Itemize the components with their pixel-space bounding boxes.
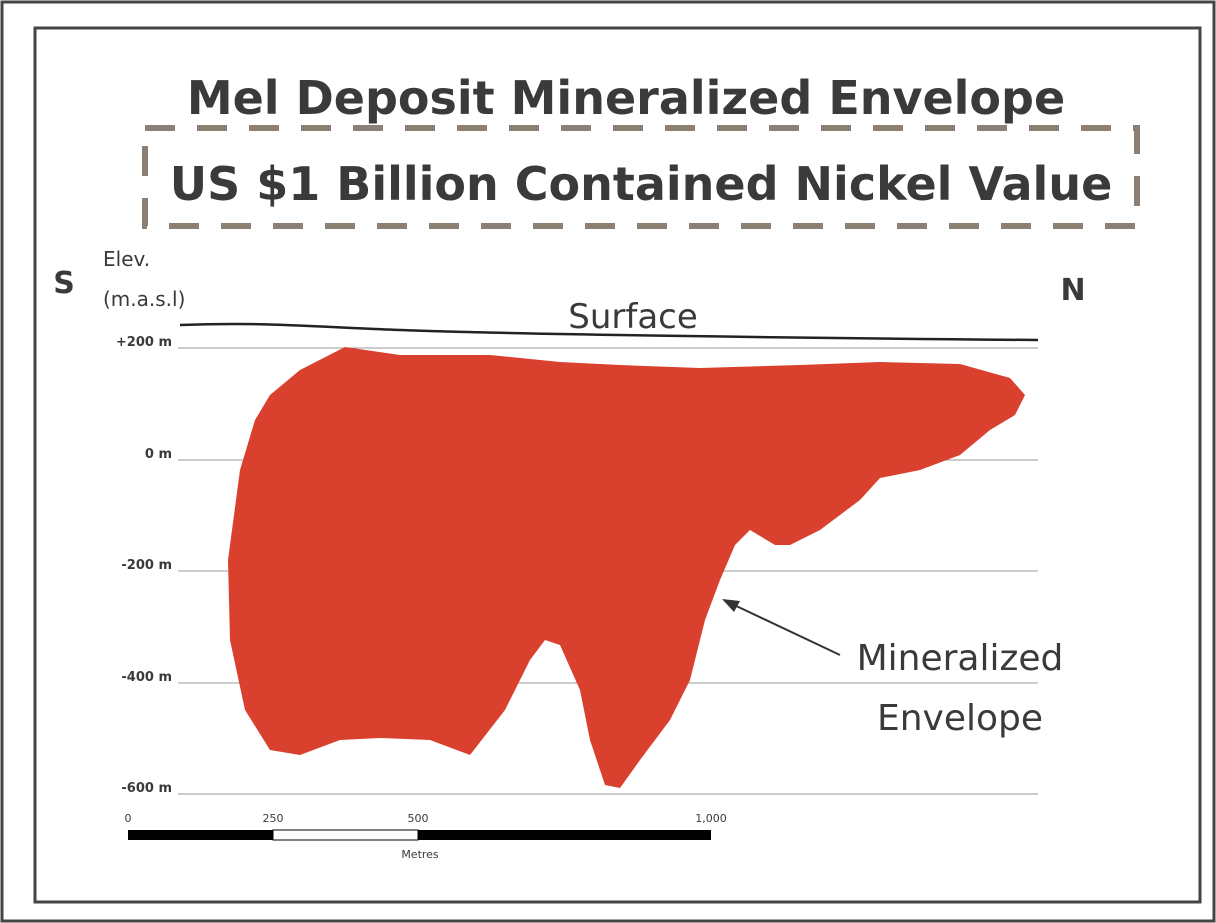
- scale-label: 250: [263, 812, 284, 825]
- scale-segment: [418, 830, 711, 840]
- scale-segment: [272, 829, 419, 841]
- elevation-label: -400 m: [121, 670, 172, 685]
- elevation-unit: (m.a.s.l): [103, 287, 185, 311]
- elevation-label: +200 m: [116, 335, 172, 350]
- scale-label: 0: [125, 812, 132, 825]
- elevation-label: -200 m: [121, 558, 172, 573]
- scale-unit: Metres: [401, 848, 439, 861]
- elevation-label: Elev.: [103, 247, 150, 271]
- mineralized-envelope: [228, 347, 1025, 788]
- scale-segment: [128, 830, 273, 840]
- elevation-label: 0 m: [145, 447, 172, 462]
- south-label: S: [53, 266, 75, 301]
- scale-label: 500: [408, 812, 429, 825]
- subtitle-box: [142, 125, 1140, 229]
- north-label: N: [1060, 273, 1085, 308]
- surface-line: [179, 322, 1039, 342]
- surface-label: Surface: [568, 297, 698, 337]
- title: Mel Deposit Mineralized Envelope: [187, 71, 1065, 125]
- annotation-line: Mineralized: [857, 638, 1064, 679]
- inner-border: [33, 26, 1202, 904]
- subtitle: US $1 Billion Contained Nickel Value: [170, 157, 1113, 211]
- elevation-label: -600 m: [121, 781, 172, 796]
- arrow-head: [722, 599, 740, 612]
- arrow-shaft: [729, 602, 841, 656]
- scale-label: 1,000: [695, 812, 727, 825]
- annotation-line: Envelope: [877, 698, 1043, 739]
